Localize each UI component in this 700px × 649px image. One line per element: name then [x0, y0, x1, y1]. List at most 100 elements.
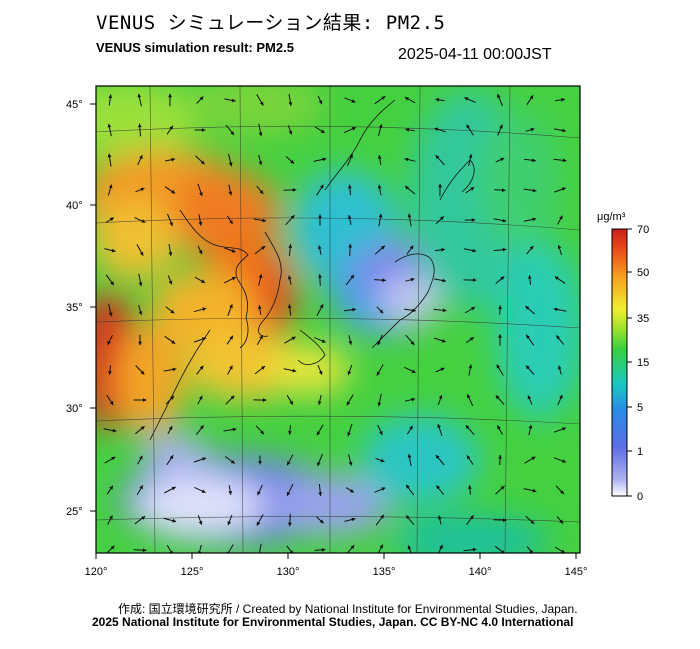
wind-arrowhead [168, 280, 173, 285]
wind-arrowhead [381, 96, 386, 100]
wind-arrowhead [436, 485, 441, 490]
wind-arrowhead [526, 365, 530, 370]
wind-arrowhead [199, 192, 203, 197]
wind-arrowhead [112, 428, 117, 433]
wind-arrowhead [434, 127, 439, 132]
colorbar-tick: 1 [637, 446, 643, 458]
wind-arrowhead [168, 426, 173, 430]
graticule [96, 86, 580, 553]
lat-tick-label: 35° [66, 302, 83, 314]
wind-arrowhead [437, 424, 441, 428]
wind-arrowhead [351, 127, 356, 131]
wind-arrowhead [411, 397, 416, 402]
wind-arrowhead [469, 515, 474, 520]
wind-arrowhead [320, 129, 325, 133]
wind-arrowhead [259, 335, 263, 340]
wind-arrowhead [407, 454, 412, 458]
wind-arrowhead [497, 94, 501, 98]
wind-arrowhead [318, 492, 323, 496]
wind-arrowhead [379, 309, 384, 314]
wind-arrowhead [200, 160, 205, 165]
wind-arrowhead [347, 184, 352, 189]
wind-arrowhead [288, 130, 293, 135]
lon-tick-label: 135° [373, 566, 396, 578]
wind-arrowhead [258, 274, 263, 278]
wind-arrowhead [202, 337, 206, 341]
wind-arrowhead [141, 516, 146, 520]
wind-arrowhead [168, 93, 172, 98]
wind-arrowhead [348, 461, 353, 466]
wind-arrowhead [317, 462, 321, 466]
wind-arrowhead [464, 97, 469, 101]
wind-arrowhead [471, 218, 476, 222]
wind-arrowhead [202, 457, 207, 461]
wind-arrowhead [347, 432, 351, 437]
wind-arrowhead [351, 517, 356, 522]
wind-arrowhead [346, 401, 351, 406]
wind-arrowhead [502, 218, 507, 223]
wind-arrowhead [111, 456, 116, 461]
wind-arrowhead [288, 102, 293, 106]
wind-arrowhead [405, 186, 409, 190]
lon-tick-label: 145° [565, 566, 588, 578]
wind-arrowhead [172, 367, 177, 372]
wind-arrowhead [139, 251, 144, 256]
wind-arrowhead [526, 334, 530, 339]
wind-arrow [227, 544, 234, 553]
wind-arrowhead [466, 455, 471, 460]
colorbar-tick: 50 [637, 267, 649, 279]
wind-arrowhead [529, 245, 534, 250]
wind-arrowhead [231, 249, 236, 253]
wind-arrowhead [439, 544, 443, 549]
wind-arrowhead [108, 184, 113, 189]
wind-arrowhead [317, 401, 322, 405]
wind-arrowhead [470, 187, 475, 191]
wind-arrowhead [560, 490, 564, 495]
wind-arrowhead [138, 311, 143, 315]
wind-arrowhead [377, 402, 382, 407]
wind-arrowhead [109, 217, 114, 222]
wind-arrowhead [559, 215, 563, 220]
colorbar-tick: 35 [637, 313, 649, 325]
wind-arrowhead [349, 154, 353, 159]
wind-arrowhead [435, 97, 440, 102]
wind-arrowhead [257, 491, 261, 496]
wind-arrowhead [170, 309, 175, 314]
wind-arrowhead [441, 339, 446, 343]
wind-arrowhead [230, 395, 235, 400]
wind-arrowhead [348, 341, 353, 345]
wind-arrowhead [435, 455, 440, 459]
map-frame [95, 85, 581, 554]
latitude-axis: 45° 40° 35° 30° 25° [66, 99, 83, 518]
wind-arrowhead [378, 124, 383, 128]
lon-tick-label: 130° [277, 566, 300, 578]
wind-arrowhead [467, 394, 471, 399]
lat-tick-label: 25° [66, 506, 83, 518]
wind-arrowhead [442, 278, 446, 283]
wind-arrowhead [319, 184, 324, 189]
wind-arrowhead [530, 127, 535, 132]
wind-arrowhead [561, 187, 566, 191]
colorbar-tick: 5 [637, 402, 643, 414]
lon-tick-label: 125° [181, 566, 204, 578]
wind-arrowhead [109, 485, 113, 490]
wind-arrowhead [258, 132, 263, 137]
wind-arrowhead [110, 281, 114, 286]
wind-arrowhead [435, 155, 440, 160]
title-english: VENUS simulation result: PM2.5 [96, 40, 294, 55]
wind-arrowhead [525, 306, 530, 310]
wind-arrowhead [437, 515, 442, 520]
wind-arrowhead [442, 308, 447, 313]
wind-arrowhead [292, 188, 297, 192]
wind-arrowhead [532, 158, 536, 163]
wind-arrowhead [378, 213, 383, 218]
wind-arrowhead [472, 248, 477, 253]
wind-arrowhead [290, 215, 295, 220]
wind-arrowhead [347, 215, 352, 219]
wind-arrowhead [410, 277, 415, 282]
wind-arrowhead [468, 364, 473, 369]
wind-arrowhead [172, 518, 177, 523]
wind-arrowhead [348, 243, 353, 248]
wind-arrowhead [352, 307, 356, 312]
